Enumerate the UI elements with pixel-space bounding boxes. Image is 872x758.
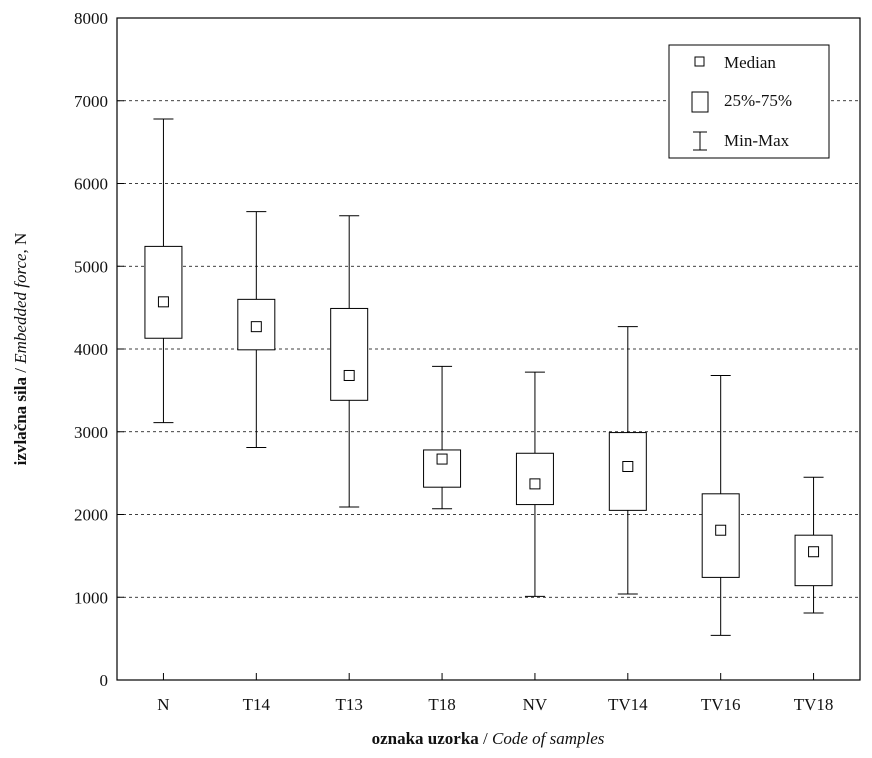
legend-iqr-label: 25%-75% xyxy=(724,91,792,110)
legend-iqr-symbol xyxy=(691,91,709,113)
median-marker xyxy=(715,524,727,536)
box-t18 xyxy=(423,365,462,510)
median-marker xyxy=(436,453,448,465)
plot-frame xyxy=(116,17,861,681)
box-n xyxy=(144,118,183,424)
iqr-box xyxy=(794,534,833,587)
y-tick-label: 4000 xyxy=(74,340,108,359)
y-tick-label: 7000 xyxy=(74,92,108,111)
box-t13 xyxy=(330,215,369,508)
iqr-box xyxy=(330,307,369,401)
median-marker xyxy=(808,546,820,558)
box-series xyxy=(144,118,833,636)
x-tick-label: T18 xyxy=(428,695,455,714)
y-tick-label: 3000 xyxy=(74,423,108,442)
y-tick-label: 6000 xyxy=(74,175,108,194)
legend-minmax-label: Min-Max xyxy=(724,131,790,150)
median-marker xyxy=(343,369,355,381)
x-tick-label: NV xyxy=(523,695,548,714)
box-tv16 xyxy=(701,374,740,636)
box-tv14 xyxy=(608,326,647,595)
legend-median-label: Median xyxy=(724,53,776,72)
x-tick-label: TV18 xyxy=(794,695,834,714)
legend: Median 25%-75% Min-Max xyxy=(668,44,830,159)
y-tick-label: 2000 xyxy=(74,506,108,525)
x-tick-label: TV14 xyxy=(608,695,648,714)
y-tick-label: 0 xyxy=(100,671,109,690)
median-marker xyxy=(622,461,634,473)
median-marker xyxy=(157,296,169,308)
box-nv xyxy=(515,371,554,597)
legend-median-symbol xyxy=(694,56,705,67)
y-tick-label: 1000 xyxy=(74,588,108,607)
median-marker xyxy=(529,478,541,490)
y-axis-title: izvlačna sila / Embedded force, N xyxy=(11,233,30,466)
x-tick-label: T13 xyxy=(335,695,362,714)
box-tv18 xyxy=(794,476,833,614)
legend-minmax-symbol xyxy=(693,131,707,151)
x-tick-label: N xyxy=(157,695,169,714)
x-tick-label: TV16 xyxy=(701,695,741,714)
box-t14 xyxy=(237,211,276,448)
y-axis-ticks: 0 1000 2000 3000 4000 5000 6000 7000 8000 xyxy=(74,9,124,690)
median-marker xyxy=(250,321,262,333)
y-tick-label: 8000 xyxy=(74,9,108,28)
x-tick-label: T14 xyxy=(243,695,271,714)
x-axis-ticks: N T14 T13 T18 NV TV14 TV16 TV18 xyxy=(157,673,833,714)
y-tick-label: 5000 xyxy=(74,257,108,276)
iqr-box xyxy=(144,245,183,339)
x-axis-title: oznaka uzorka / Code of samples xyxy=(372,729,605,748)
